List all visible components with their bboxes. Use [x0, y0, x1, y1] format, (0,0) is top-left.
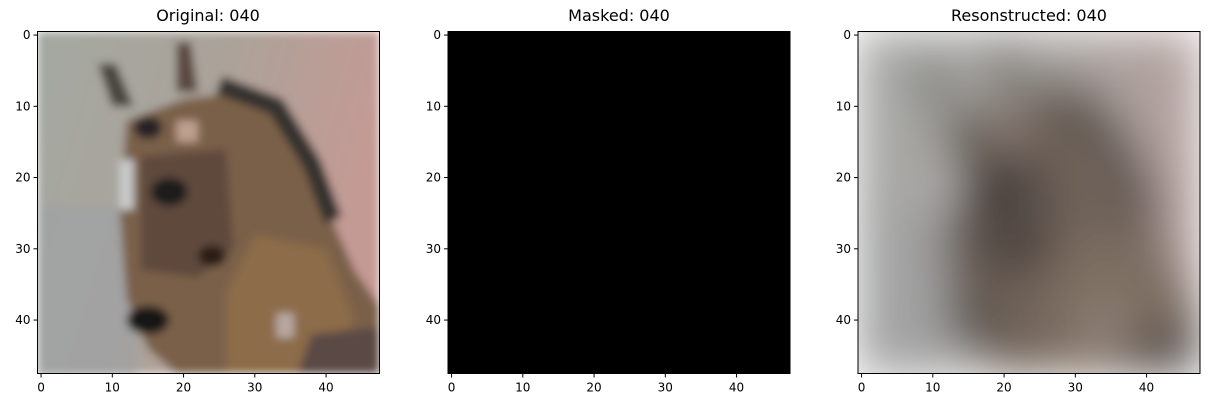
y-tick-label: 0 — [23, 28, 31, 42]
y-tick-label: 40 — [15, 313, 30, 327]
panel-title-masked: Masked: 040 — [568, 6, 670, 25]
image-masked — [448, 31, 790, 374]
image-reconstructed — [858, 32, 1200, 378]
x-tick-label: 20 — [996, 381, 1011, 395]
y-tick-label: 40 — [836, 313, 851, 327]
x-tick-label: 30 — [247, 381, 262, 395]
y-tick-label: 0 — [433, 28, 441, 42]
axes-masked: 0 10 20 30 40 0 10 20 30 40 — [426, 28, 791, 395]
y-tick-label: 30 — [15, 242, 30, 256]
y-tick-label: 20 — [426, 171, 441, 185]
x-tick-label: 20 — [176, 381, 191, 395]
panel-title-original: Original: 040 — [156, 6, 260, 25]
y-tick-label: 30 — [426, 242, 441, 256]
axes-reconstructed: 0 10 20 30 40 0 10 20 30 40 — [836, 28, 1201, 395]
image-original — [38, 32, 380, 378]
mask-background — [448, 31, 790, 374]
x-tick-label: 10 — [515, 381, 530, 395]
x-tick-label: 30 — [1068, 381, 1083, 395]
y-tick-label: 0 — [843, 28, 851, 42]
y-tick-label: 20 — [15, 171, 30, 185]
x-tick-label: 10 — [925, 381, 940, 395]
y-tick-label: 10 — [426, 99, 441, 113]
axes-original: 0 10 20 30 40 0 10 20 30 40 — [15, 28, 380, 395]
x-tick-label: 0 — [448, 381, 456, 395]
y-tick-label: 10 — [836, 99, 851, 113]
x-tick-label: 40 — [729, 381, 744, 395]
x-tick-label: 10 — [105, 381, 120, 395]
x-tick-label: 0 — [858, 381, 866, 395]
panel-title-reconstructed: Resonstructed: 040 — [951, 6, 1107, 25]
y-tick-label: 10 — [15, 99, 30, 113]
x-tick-label: 30 — [658, 381, 673, 395]
x-tick-label: 40 — [1139, 381, 1154, 395]
y-tick-label: 30 — [836, 242, 851, 256]
x-tick-label: 40 — [318, 381, 333, 395]
x-tick-label: 20 — [586, 381, 601, 395]
y-tick-label: 40 — [426, 313, 441, 327]
y-tick-label: 20 — [836, 171, 851, 185]
x-tick-label: 0 — [37, 381, 45, 395]
